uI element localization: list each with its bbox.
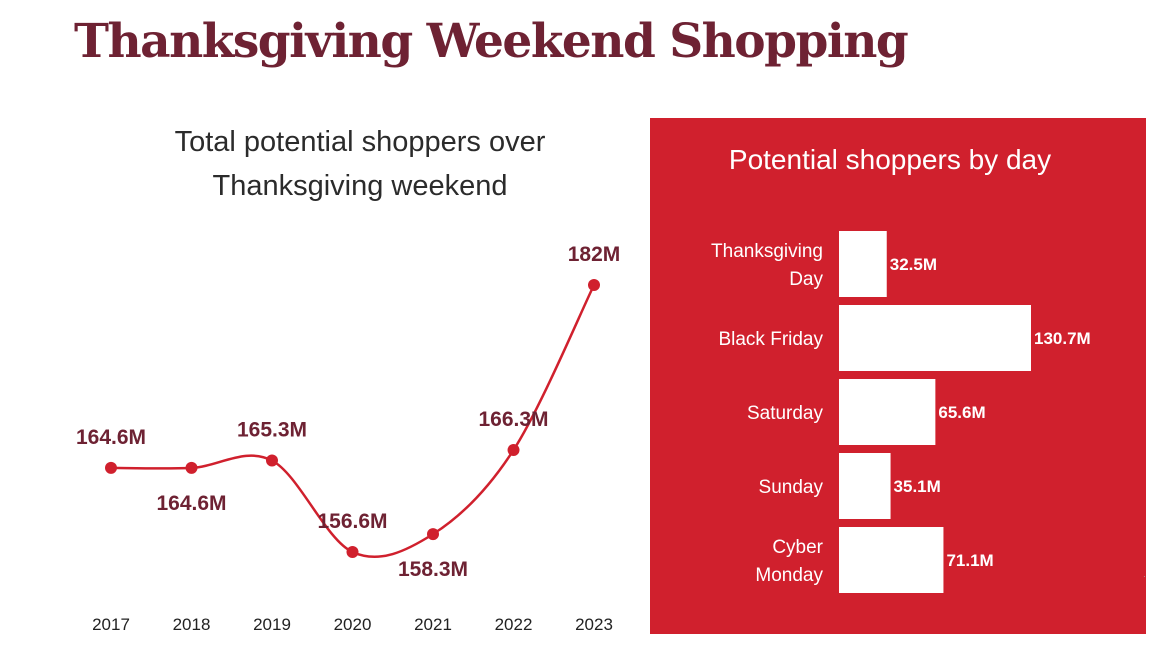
bar <box>839 527 944 593</box>
data-label: 156.6M <box>317 510 387 533</box>
x-tick-label: 2017 <box>92 615 130 634</box>
data-label: 164.6M <box>156 492 226 515</box>
decorative-mark: · <box>1143 572 1146 581</box>
data-label: 164.6M <box>76 426 146 449</box>
bar <box>839 231 887 297</box>
line-chart-title: Total potential shoppers over Thanksgivi… <box>110 120 610 208</box>
data-point <box>588 279 600 291</box>
data-point <box>185 461 198 474</box>
category-label: Thanksgiving <box>711 241 823 262</box>
line-chart: 164.6M 2017 164.6M 2018 165.3M 2019 156.6M 2020… <box>76 243 621 634</box>
x-tick-label: 2021 <box>414 615 452 634</box>
category-label: Cyber <box>772 537 823 558</box>
data-label: 182M <box>568 243 621 266</box>
bar-value-label: 65.6M <box>938 403 985 422</box>
bar-chart-title: Potential shoppers by day <box>728 144 1052 175</box>
x-tick-label: 2022 <box>495 615 533 634</box>
data-point <box>346 546 359 558</box>
data-label: 165.3M <box>237 419 307 442</box>
bar <box>839 305 1031 371</box>
data-label: 166.3M <box>478 408 548 431</box>
data-label: 158.3M <box>398 558 468 581</box>
data-point <box>507 444 520 457</box>
data-point <box>427 528 439 541</box>
x-tick-label: 2019 <box>253 615 291 634</box>
category-label: Saturday <box>747 403 824 424</box>
x-tick-label: 2018 <box>173 615 211 634</box>
bar-value-label: 71.1M <box>946 551 993 570</box>
bar <box>839 379 936 445</box>
category-label: Monday <box>755 565 823 586</box>
bar-chart-panel: Potential shoppers by day 32.5M Thanksgiv… <box>650 118 1146 634</box>
data-point <box>105 461 117 474</box>
line-chart-title-line-1: Total potential shoppers over <box>174 126 546 158</box>
bar <box>839 453 891 519</box>
data-point <box>266 454 278 467</box>
category-label: Black Friday <box>718 329 823 350</box>
category-label: Day <box>789 269 823 290</box>
bar-value-label: 35.1M <box>894 477 941 496</box>
line-chart-title-line-2: Thanksgiving weekend <box>212 170 508 202</box>
bar-value-label: 32.5M <box>890 255 937 274</box>
category-label: Sunday <box>759 477 824 498</box>
x-tick-label: 2020 <box>334 615 372 634</box>
bar-value-label: 130.7M <box>1034 329 1091 348</box>
bar-chart: 32.5M Thanksgiving Day 130.7M Black Friday 65… <box>711 231 1091 593</box>
page-title: Thanksgiving Weekend Shopping <box>74 14 909 69</box>
series-line <box>110 284 596 559</box>
x-tick-label: 2023 <box>575 615 613 634</box>
